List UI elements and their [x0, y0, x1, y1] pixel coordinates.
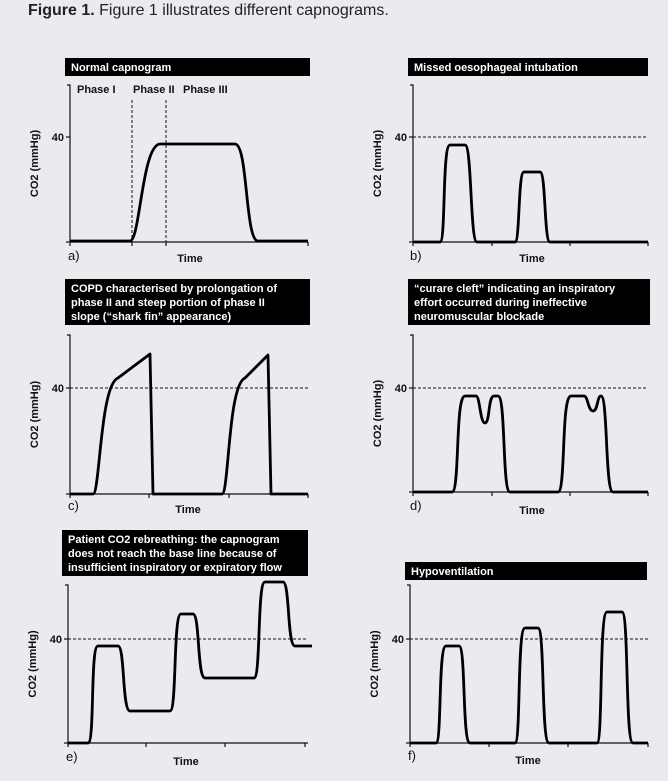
panel-title-line: COPD characterised by prolongation of: [71, 283, 277, 295]
panel-letter: d): [410, 498, 422, 513]
panel-title-line: phase II and steep portion of phase II: [71, 297, 265, 309]
figure-label: Figure 1.: [28, 2, 95, 19]
panel-title-bar: [408, 58, 648, 76]
axes: [65, 584, 308, 744]
y-axis-label: CO2 (mmHg): [372, 130, 384, 198]
panel-title-line: Missed oesophageal intubation: [414, 62, 578, 74]
panel-title-line: Normal capnogram: [71, 62, 171, 74]
capnogram-curve: [70, 142, 308, 243]
panel-title-bar: [65, 279, 310, 325]
axes: [67, 84, 308, 243]
panel-letter: e): [66, 749, 78, 764]
panel-title-line: does not reach the base line because of: [68, 548, 277, 560]
y-axis-label: CO2 (mmHg): [29, 381, 41, 449]
panel-title-line: neuromuscular blockade: [414, 311, 544, 323]
y-axis-label: CO2 (mmHg): [27, 630, 39, 698]
x-axis-label: Time: [519, 505, 544, 517]
y-axis-label: CO2 (mmHg): [29, 130, 41, 198]
axes: [410, 84, 648, 243]
panel-title-bar: [62, 530, 308, 576]
panel-letter: b): [410, 248, 422, 263]
panel-letter: a): [68, 248, 80, 263]
phase-label: Phase II: [133, 84, 175, 96]
panel-title-line: effort occurred during ineffective: [414, 297, 587, 309]
panel-title-line: insufficient inspiratory or expiratory f…: [68, 562, 282, 574]
panel-title-line: Patient CO2 rebreathing: the capnogram: [68, 534, 280, 546]
capnogram-curve: [68, 580, 312, 745]
capnogram-panel-b: Missed oesophageal intubation 40 CO2 (mmHg…: [372, 58, 649, 265]
capnogram-panel-e: Patient CO2 rebreathing: the capnogram do…: [27, 530, 312, 768]
y-axis-label: CO2 (mmHg): [372, 380, 384, 448]
phase-label: Phase III: [183, 84, 228, 96]
capnogram-curve: [70, 352, 308, 496]
axes: [407, 584, 648, 744]
panel-title-bar: [408, 279, 650, 325]
y-tick-label: 40: [52, 383, 64, 395]
x-axis-label: Time: [519, 253, 544, 265]
capnogram-panel-f: Hypoventilation 40 CO2 (mmHg) Time f): [369, 562, 649, 767]
phase-label: Phase I: [77, 84, 116, 96]
panel-title-bar: [65, 58, 310, 76]
figure-caption-text: Figure 1 illustrates different capnogram…: [94, 2, 389, 19]
y-tick-label: 40: [395, 132, 407, 144]
panel-letter: f): [408, 748, 416, 763]
y-tick-label: 40: [52, 132, 64, 144]
x-axis-label: Time: [173, 756, 198, 768]
capnogram-panel-d: “curare cleft” indicating an inspiratory…: [372, 279, 650, 517]
capnogram-curve: [413, 143, 648, 244]
x-axis-label: Time: [175, 504, 200, 516]
y-tick-label: 40: [392, 634, 404, 646]
capnogram-panel-a: Normal capnogram 40 CO2 (mmHg) Time a) Phase …: [29, 58, 310, 265]
axes: [410, 334, 648, 493]
y-tick-label: 40: [395, 383, 407, 395]
capnogram-curve: [410, 610, 648, 745]
figure-caption: Figure 1. Figure 1 illustrates different…: [28, 2, 389, 20]
capnogram-curve: [413, 394, 648, 494]
panel-title-line: “curare cleft” indicating an inspiratory: [414, 283, 616, 295]
panel-title-line: Hypoventilation: [411, 566, 494, 578]
capnogram-panel-c: COPD characterised by prolongation of pha…: [29, 279, 310, 516]
panel-title-line: slope (“shark fin” appearance): [71, 311, 231, 323]
panel-letter: c): [68, 498, 79, 513]
panel-title-bar: [405, 562, 647, 580]
x-axis-label: Time: [515, 755, 540, 767]
x-axis-label: Time: [177, 253, 202, 265]
y-axis-label: CO2 (mmHg): [369, 630, 381, 698]
y-tick-label: 40: [50, 634, 62, 646]
